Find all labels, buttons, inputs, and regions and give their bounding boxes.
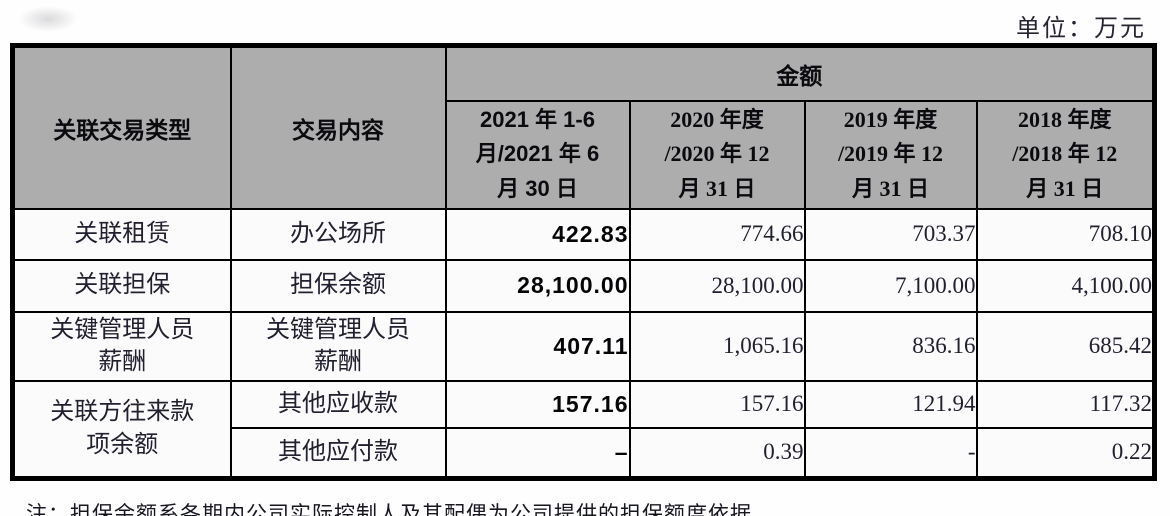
value-2019: 121.94: [803, 379, 978, 429]
header-period-2019: 2019 年度 /2019 年 12 月 31 日: [803, 99, 978, 210]
row-type: 关联租赁: [11, 207, 232, 261]
value-2021: –: [444, 426, 631, 480]
header-transaction-content: 交易内容: [229, 44, 447, 210]
header-period-2018: 2018 年度 /2018 年 12 月 31 日: [975, 99, 1156, 210]
row-type-merged: 关联方往来款 项余额: [11, 379, 232, 480]
value-2021: 157.16: [444, 379, 631, 429]
footnote-text: 注：担保余额系各期内公司实际控制人及其配偶为公司提供的担保额度依据: [26, 502, 752, 516]
value-2019: 836.16: [803, 310, 978, 382]
header-period-2020: 2020 年度 /2020 年 12 月 31 日: [628, 99, 806, 210]
row-content: 办公场所: [229, 207, 447, 261]
value-2020: 28,100.00: [628, 258, 806, 313]
unit-label: 单位：万元: [1016, 16, 1146, 42]
value-2020: 0.39: [628, 426, 806, 480]
value-2019: 7,100.00: [803, 258, 978, 313]
row-content: 担保余额: [229, 258, 447, 313]
footnote-clipped: 注：担保余额系各期内公司实际控制人及其配偶为公司提供的担保额度依据: [12, 501, 1152, 516]
table-row: 其他应付款 – 0.39 - 0.22: [13, 426, 1156, 480]
table-row: 关键管理人员 薪酬 关键管理人员 薪酬 407.11 1,065.16 836.…: [11, 310, 1156, 382]
header-transaction-type: 关联交易类型: [11, 44, 232, 210]
value-2018: 4,100.00: [975, 258, 1156, 313]
value-2019: -: [803, 426, 978, 480]
table-row: 关联担保 担保余额 28,100.00 28,100.00 7,100.00 4…: [11, 258, 1156, 313]
value-2018: 117.32: [975, 379, 1156, 429]
value-2020: 1,065.16: [628, 310, 806, 382]
header-period-2021: 2021 年 1-6 月/2021 年 6 月 30 日: [444, 99, 631, 210]
value-2019: 703.37: [803, 207, 978, 261]
header-row-periods: 2021 年 1-6 月/2021 年 6 月 30 日 2020 年度 /20…: [13, 99, 1156, 210]
value-2020: 157.16: [628, 379, 806, 429]
row-content: 其他应收款: [229, 379, 447, 429]
related-transactions-table: 关联交易类型 交易内容 金额 2021 年 1-6 月/2021 年 6 月 3…: [10, 43, 1157, 481]
header-row-group: 关联交易类型 交易内容 金额: [11, 44, 1156, 210]
row-content: 关键管理人员 薪酬: [229, 310, 447, 382]
value-2021: 407.11: [444, 310, 631, 382]
row-content: 其他应付款: [229, 426, 447, 480]
header-amount-group: 金额: [444, 44, 1156, 102]
value-2021: 28,100.00: [444, 258, 631, 313]
value-2020: 774.66: [628, 207, 806, 261]
value-2021: 422.83: [444, 207, 631, 261]
row-type: 关键管理人员 薪酬: [11, 310, 232, 382]
table-row: 关联租赁 办公场所 422.83 774.66 703.37 708.10: [11, 207, 1156, 261]
scan-artifact: [18, 6, 78, 32]
value-2018: 685.42: [975, 310, 1156, 382]
value-2018: 0.22: [975, 426, 1156, 480]
table-row: 关联方往来款 项余额 其他应收款 157.16 157.16 121.94 11…: [11, 379, 1156, 480]
row-type: 关联担保: [11, 258, 232, 313]
value-2018: 708.10: [975, 207, 1156, 261]
